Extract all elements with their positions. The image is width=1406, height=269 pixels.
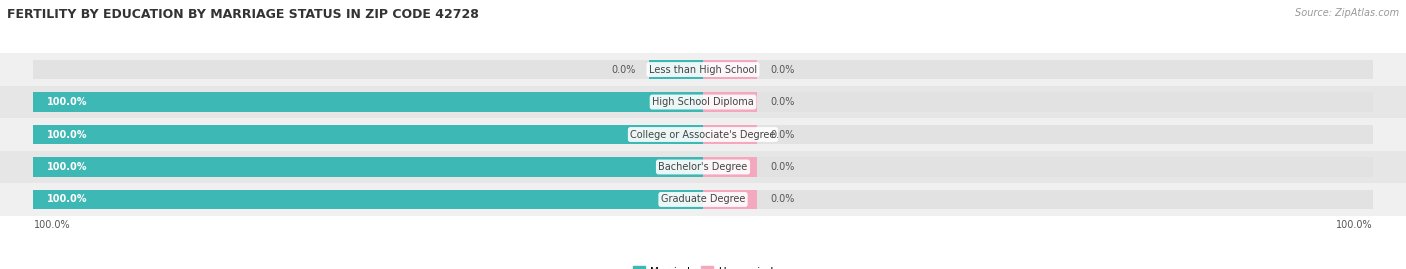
Bar (0, 151, 1406, 183)
Bar (703, 60, 1372, 79)
Bar (0, 183, 1406, 216)
Bar (34, 92, 703, 112)
Bar (703, 125, 756, 144)
Text: Less than High School: Less than High School (650, 65, 756, 75)
Legend: Married, Unmarried: Married, Unmarried (628, 262, 778, 269)
Bar (703, 92, 1372, 112)
Text: 0.0%: 0.0% (612, 65, 636, 75)
Text: FERTILITY BY EDUCATION BY MARRIAGE STATUS IN ZIP CODE 42728: FERTILITY BY EDUCATION BY MARRIAGE STATU… (7, 8, 479, 21)
Text: Graduate Degree: Graduate Degree (661, 194, 745, 204)
Text: 100.0%: 100.0% (46, 162, 87, 172)
Bar (703, 125, 1372, 144)
Text: High School Diploma: High School Diploma (652, 97, 754, 107)
Bar (34, 157, 703, 177)
Bar (0, 86, 1406, 118)
Text: 100.0%: 100.0% (46, 129, 87, 140)
Bar (703, 190, 756, 209)
Text: 0.0%: 0.0% (770, 65, 794, 75)
Bar (34, 60, 703, 79)
Text: Source: ZipAtlas.com: Source: ZipAtlas.com (1295, 8, 1399, 18)
Text: 0.0%: 0.0% (770, 129, 794, 140)
Bar (703, 190, 1372, 209)
Text: College or Associate's Degree: College or Associate's Degree (630, 129, 776, 140)
Text: Bachelor's Degree: Bachelor's Degree (658, 162, 748, 172)
Bar (650, 60, 703, 79)
Bar (703, 92, 756, 112)
Bar (34, 157, 703, 177)
Bar (34, 125, 703, 144)
Bar (34, 92, 703, 112)
Bar (703, 157, 756, 177)
Text: 100.0%: 100.0% (34, 220, 70, 230)
Bar (703, 157, 1372, 177)
Text: 100.0%: 100.0% (46, 97, 87, 107)
Text: 100.0%: 100.0% (46, 194, 87, 204)
Bar (34, 190, 703, 209)
Text: 0.0%: 0.0% (770, 194, 794, 204)
Text: 0.0%: 0.0% (770, 97, 794, 107)
Text: 100.0%: 100.0% (1336, 220, 1372, 230)
Bar (34, 125, 703, 144)
Text: 0.0%: 0.0% (770, 162, 794, 172)
Bar (0, 118, 1406, 151)
Bar (0, 53, 1406, 86)
Bar (34, 190, 703, 209)
Bar (703, 60, 756, 79)
